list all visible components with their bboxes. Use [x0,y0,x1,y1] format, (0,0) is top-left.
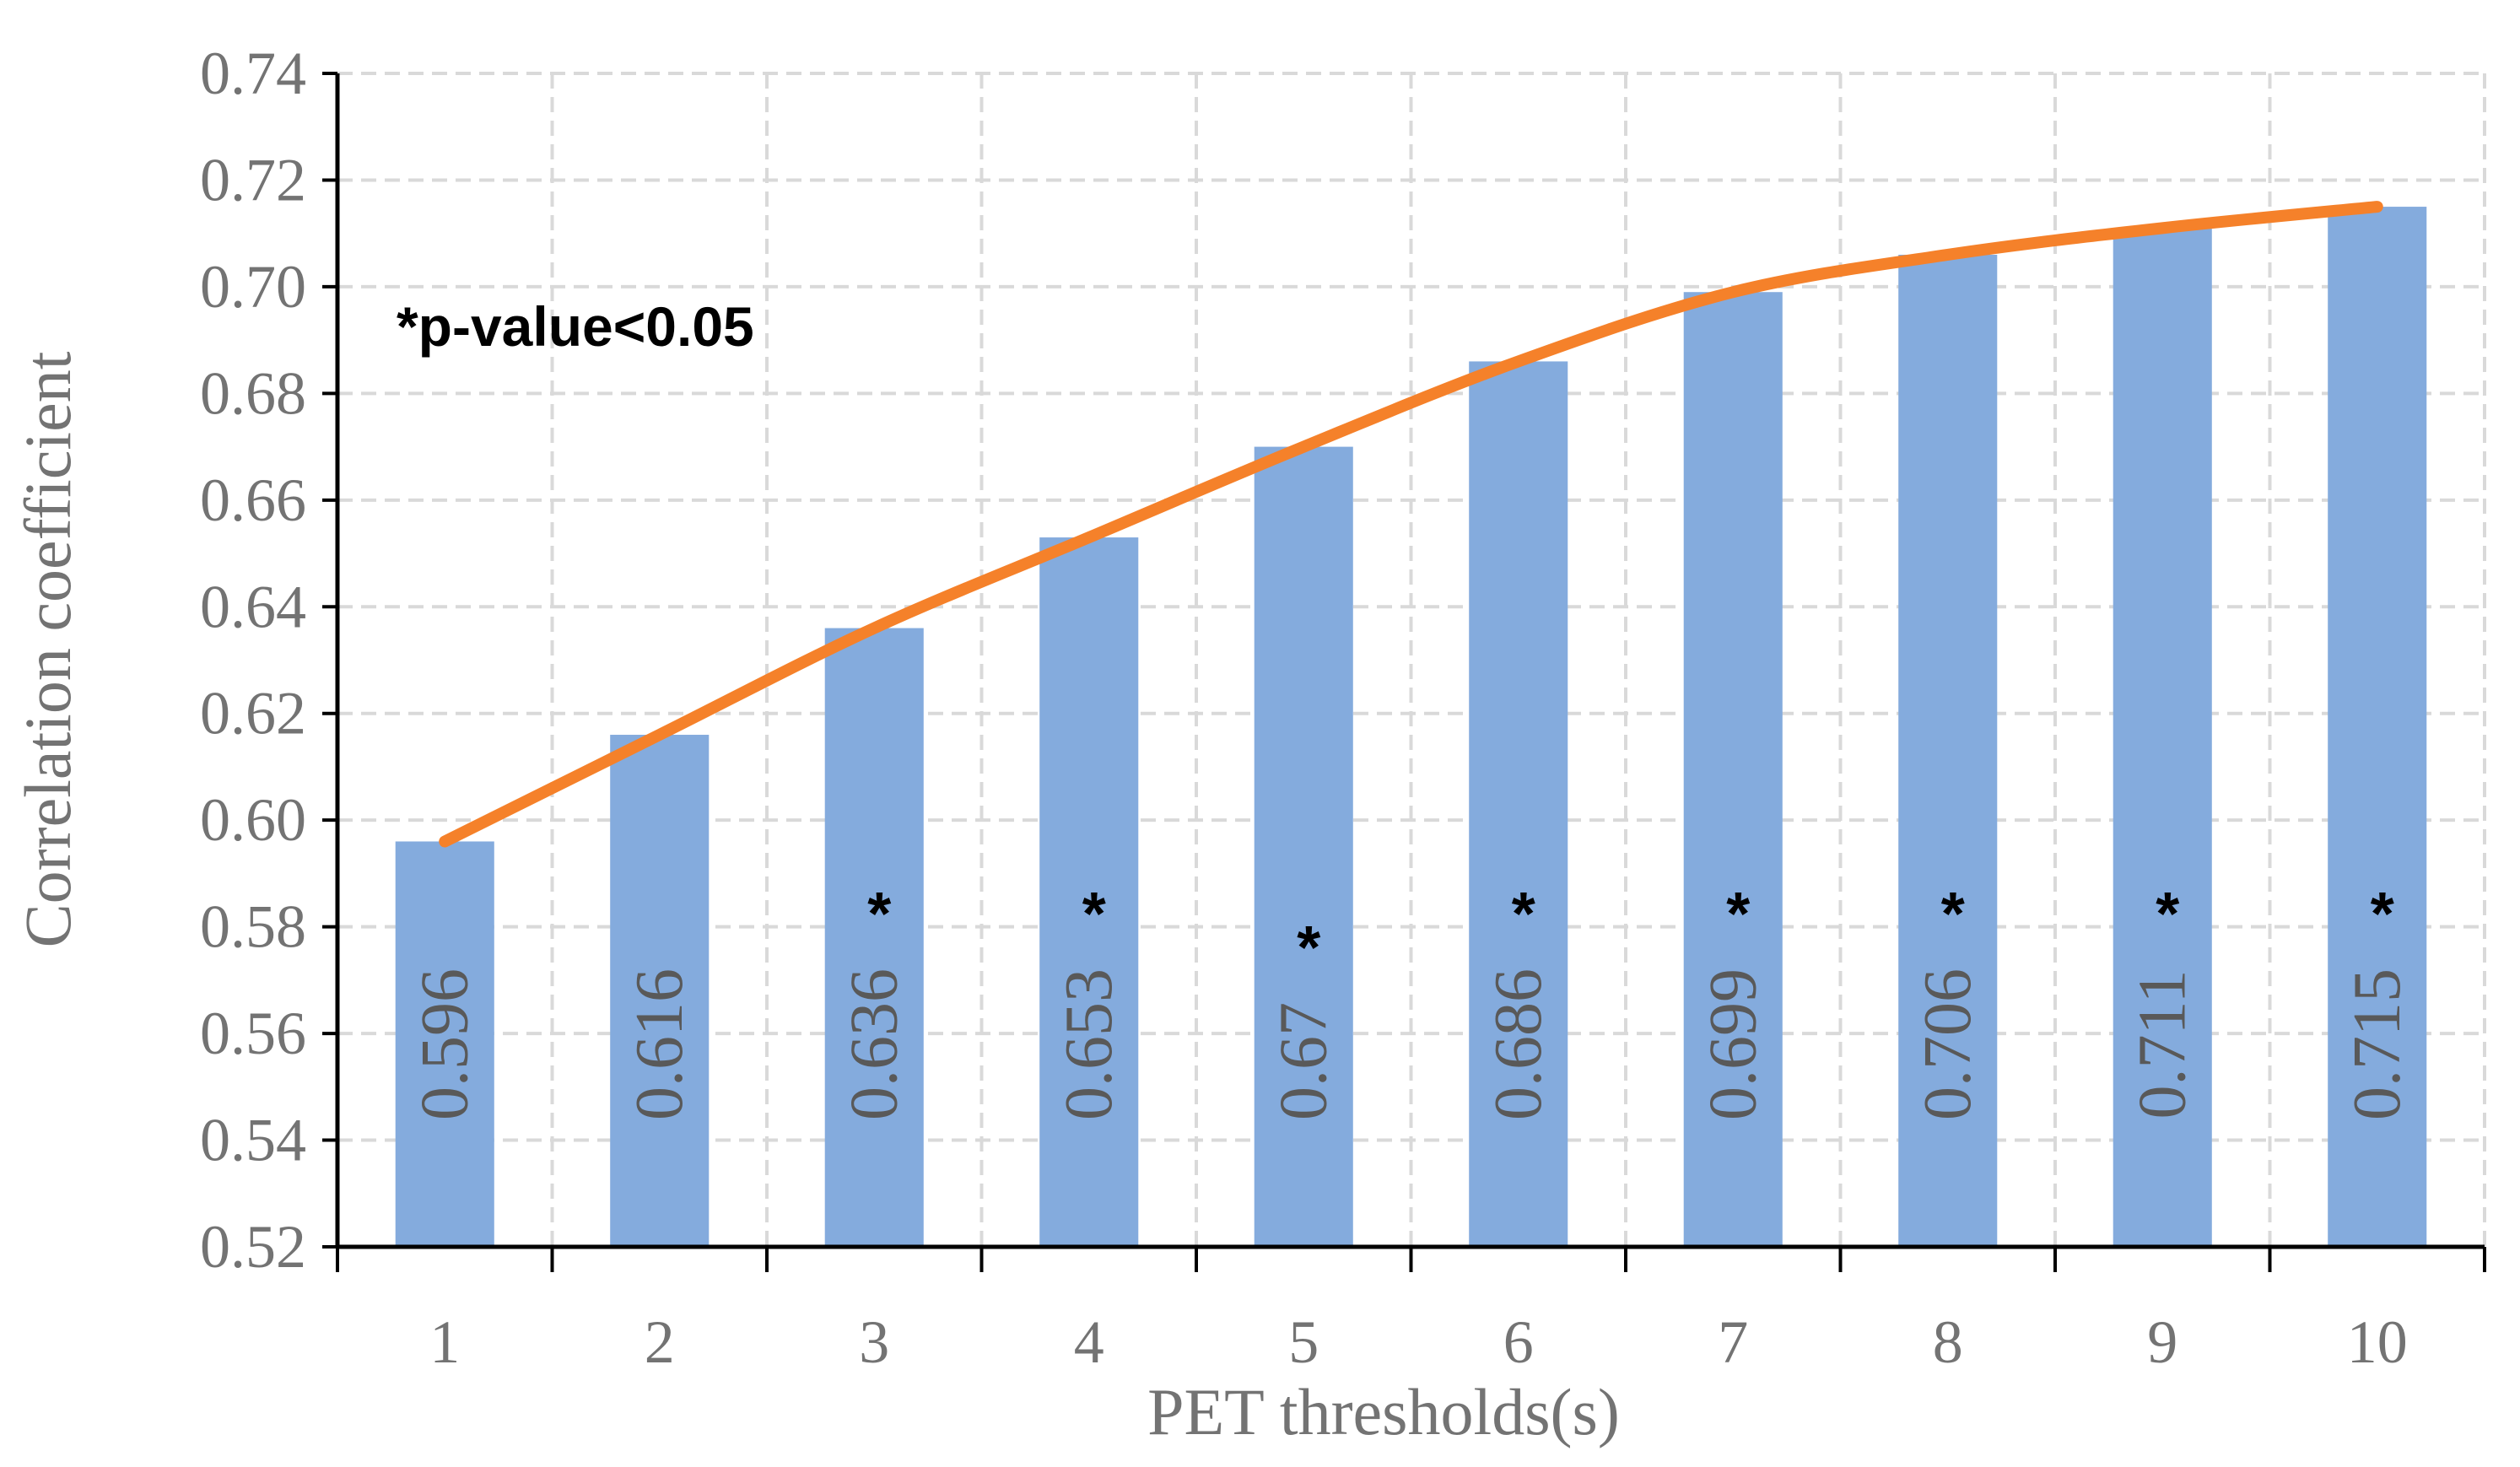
bar [1039,537,1139,1247]
bar [824,628,924,1247]
data-label: 0.596 [407,968,482,1120]
significance-star: * [1726,881,1750,948]
y-tick-label: 0.68 [200,359,306,427]
axes: 0.52 0.54 0.56 0.58 0.60 0.62 0.64 0.66 0.68 0.70… [200,40,2486,1376]
bar [2328,207,2427,1248]
data-label: 0.711 [2125,969,2199,1119]
bar [1469,361,1568,1248]
significance-star: * [1082,881,1106,948]
bar [1683,292,1783,1247]
data-label: 0.653 [1052,968,1126,1120]
y-tick-label: 0.66 [200,467,306,534]
data-label: 0.715 [2340,968,2415,1120]
bars [395,207,2427,1248]
bar [395,841,494,1247]
y-tick-label: 0.74 [200,40,306,107]
bar [610,735,710,1247]
bar [2113,228,2212,1247]
x-tick-label: 7 [1718,1308,1748,1376]
data-label: 0.616 [623,968,697,1120]
x-tick-label: 6 [1503,1308,1534,1376]
x-tick-label: 8 [1933,1308,1963,1376]
significance-star: * [2371,881,2394,948]
y-tick-label: 0.70 [200,253,306,321]
y-tick-label: 0.60 [200,786,306,854]
significance-star: * [1512,881,1535,948]
x-tick-label: 2 [645,1308,675,1376]
significance-star: * [2156,881,2179,948]
significance-star: * [867,881,891,948]
y-tick-label: 0.64 [200,573,306,640]
bar [1898,254,1998,1248]
data-label: 0.686 [1481,968,1556,1120]
x-axis-title: PET thresholds(s) [1147,1375,1620,1448]
data-label: 0.67 [1266,1002,1341,1120]
y-tick-label: 0.54 [200,1107,306,1174]
data-labels: 0.596 0.616 0.636 * 0.653 * 0.67 * 0.686 * 0.699 * 0… [407,881,2415,1120]
y-tick-label: 0.56 [200,1000,306,1067]
trend-line-group [439,201,2383,848]
x-tick-label: 10 [2347,1308,2408,1376]
y-tick-label: 0.62 [200,680,306,747]
grid-lines [337,72,2486,1247]
data-label: 0.706 [1911,968,1985,1120]
significance-note: *p-value<0.05 [397,295,754,358]
y-tick-label: 0.72 [200,146,306,213]
data-label: 0.636 [837,968,911,1120]
x-tick-label: 4 [1074,1308,1104,1376]
y-tick-label: 0.52 [200,1213,306,1281]
bar [1254,446,1353,1247]
x-tick-label: 5 [1288,1308,1319,1376]
x-tick-label: 9 [2147,1308,2177,1376]
data-label: 0.699 [1696,968,1770,1120]
y-tick-label: 0.58 [200,893,306,961]
x-tick-label: 3 [859,1308,889,1376]
trend-line [439,201,2383,848]
y-axis-title: Correlation coefficient [11,351,84,947]
significance-star: * [1941,881,1965,948]
x-tick-label: 1 [429,1308,460,1376]
significance-star: * [1297,914,1320,982]
